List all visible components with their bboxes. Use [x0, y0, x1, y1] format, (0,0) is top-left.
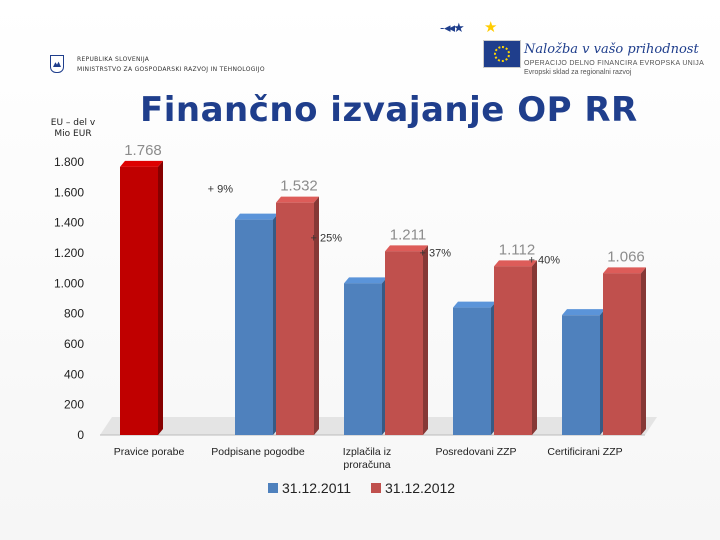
bar-31.12.2012 [603, 273, 641, 435]
bar-31.12.2012 [276, 202, 314, 435]
bar-31.12.2011-top [453, 301, 496, 308]
bar-31.12.2011 [562, 315, 600, 435]
value-label: 1.768 [124, 142, 162, 159]
bar-31.12.2012-top [494, 260, 537, 267]
eu-slogan: Naložba v vašo prihodnost [524, 42, 699, 57]
growth-label: + 37% [420, 247, 452, 259]
bar-31.12.2012-side [423, 245, 428, 435]
legend-swatch [268, 483, 278, 493]
category-label: Posredovani ZZP [435, 446, 516, 458]
y-tick-label: 1.800 [54, 155, 84, 169]
category-label: Izplačila iz [343, 446, 391, 458]
bar-31.12.2011-top [344, 277, 387, 284]
category-label: proračuna [343, 459, 390, 471]
eu-yellow-star-icon: ★ [484, 19, 498, 36]
eu-fund-line: Evropski sklad za regionalni razvoj [524, 69, 632, 76]
bar-31.12.2012-side [641, 267, 646, 435]
header-ministry: MINISTRSTVO ZA GOSPODARSKI RAZVOJ IN TEH… [77, 66, 265, 73]
bar-31.12.2012-top [385, 245, 428, 252]
chart-title: Finančno izvajanje OP RR [140, 90, 638, 130]
eu-stars-decoration: - ◂◂★ [440, 20, 465, 35]
y-tick-label: 0 [77, 428, 84, 442]
growth-label: + 25% [311, 232, 343, 244]
category-label: Pravice porabe [114, 446, 185, 458]
y-tick-label: 200 [64, 398, 84, 412]
bar-31.12.2012-top [276, 196, 319, 203]
y-tick-label: 800 [64, 307, 84, 321]
bar-31.12.2012-side [158, 160, 163, 435]
growth-label: + 40% [529, 254, 561, 266]
value-label: 1.066 [607, 248, 645, 265]
bar-31.12.2012-top [120, 160, 163, 167]
bar-31.12.2012-side [314, 196, 319, 435]
bar-31.12.2012 [120, 166, 158, 435]
bar-31.12.2012-side [532, 260, 537, 435]
value-label: 1.532 [280, 178, 318, 195]
y-tick-label: 1.600 [54, 185, 84, 199]
bar-31.12.2011 [344, 283, 382, 435]
value-label: 1.211 [390, 226, 426, 243]
eu-cofinance-line: OPERACIJO DELNO FINANCIRA EVROPSKA UNIJA [524, 60, 705, 67]
growth-label: + 9% [208, 184, 234, 196]
y-tick-label: 1.400 [54, 216, 84, 230]
header-republic: REPUBLIKA SLOVENIJA [77, 56, 150, 63]
eu-flag-icon [483, 40, 521, 68]
bar-31.12.2011 [235, 219, 273, 435]
bar-31.12.2011-top [562, 309, 605, 316]
bar-31.12.2012 [385, 251, 423, 435]
y-axis-label: EU – del v Mio EUR [50, 118, 96, 139]
bar-31.12.2011 [453, 307, 491, 435]
category-label: Certificirani ZZP [547, 446, 622, 458]
coat-of-arms-icon [50, 55, 64, 73]
y-tick-label: 1.000 [54, 276, 84, 290]
category-label: Podpisane pogodbe [211, 446, 305, 458]
legend-label: 31.12.2012 [385, 480, 455, 496]
bar-31.12.2012 [494, 266, 532, 435]
bar-31.12.2011-top [235, 213, 278, 220]
legend-label: 31.12.2011 [282, 480, 351, 496]
value-label: 1.112 [499, 241, 535, 258]
y-tick-label: 400 [64, 367, 84, 381]
bar-31.12.2012-top [603, 267, 646, 274]
legend-swatch [371, 483, 381, 493]
y-tick-label: 1.200 [54, 246, 84, 260]
y-tick-label: 600 [64, 337, 84, 351]
